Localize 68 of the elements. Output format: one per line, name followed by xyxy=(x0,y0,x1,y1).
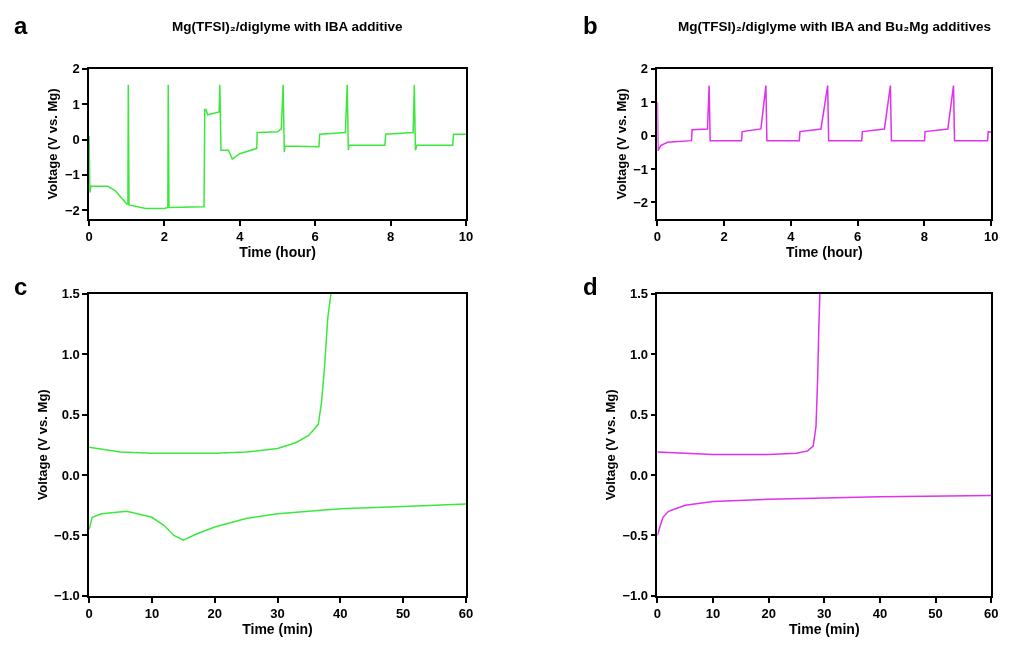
x-axis-title: Time (min) xyxy=(242,621,313,638)
x-tick-label: 20 xyxy=(761,606,776,622)
x-tick-label: 50 xyxy=(928,606,943,622)
y-tick-label: 2 xyxy=(72,61,80,77)
y-tick-label: 1.5 xyxy=(629,286,649,302)
x-axis-title: Time (hour) xyxy=(239,244,316,261)
y-tick-label: −0.5 xyxy=(622,527,649,543)
y-tick-label: 1 xyxy=(640,94,649,110)
line-series xyxy=(657,84,992,152)
y-axis-title: Voltage (V vs. Mg) xyxy=(602,389,618,501)
x-tick-label: 30 xyxy=(817,606,832,622)
x-tick-label: 50 xyxy=(395,606,411,622)
x-tick-label: 2 xyxy=(720,229,728,245)
x-axis-title: Time (hour) xyxy=(785,244,863,261)
x-tick-label: 30 xyxy=(270,606,285,622)
y-tick-label: 0.5 xyxy=(629,407,649,423)
y-tick-label: 0 xyxy=(640,128,649,144)
y-tick-label: −0.5 xyxy=(54,527,80,543)
line-series xyxy=(657,494,992,537)
y-tick-label: 0 xyxy=(72,132,80,148)
x-tick-label: 8 xyxy=(920,229,929,245)
y-tick-label: 2 xyxy=(640,61,649,77)
text: b xyxy=(583,12,598,39)
x-tick-label: 10 xyxy=(705,606,721,622)
y-tick-label: 0.0 xyxy=(61,467,80,483)
line-series xyxy=(657,293,821,456)
y-tick-label: −1 xyxy=(64,167,80,183)
x-tick-label: 6 xyxy=(854,229,862,245)
y-axis-title: Voltage (V vs. Mg) xyxy=(34,389,50,501)
x-tick-label: 10 xyxy=(144,606,160,622)
chart-title: Mg(TFSI)₂/diglyme with IBA and Bu₂Mg additives xyxy=(678,19,991,34)
x-tick-label: 6 xyxy=(311,229,319,245)
y-tick-label: 0.0 xyxy=(629,467,649,483)
x-axis-title: Time (min) xyxy=(789,621,860,638)
y-tick-label: 1 xyxy=(72,96,80,112)
x-tick-label: 0 xyxy=(85,606,93,622)
y-axis-title: Voltage (V vs. Mg) xyxy=(45,88,61,200)
x-tick-label: 4 xyxy=(236,229,245,245)
y-tick-label: 1.0 xyxy=(629,346,649,362)
x-tick-label: 40 xyxy=(333,606,348,622)
line-series xyxy=(89,84,466,210)
x-tick-label: 10 xyxy=(458,229,474,245)
x-tick-label: 20 xyxy=(207,606,222,622)
y-axis-title: Voltage (V vs. Mg) xyxy=(613,88,629,200)
x-tick-label: 4 xyxy=(787,229,796,245)
x-tick-label: 0 xyxy=(653,229,662,245)
y-tick-label: −1.0 xyxy=(54,588,80,604)
y-tick-label: −1.0 xyxy=(622,588,649,604)
x-tick-label: 60 xyxy=(458,606,474,622)
x-tick-label: 8 xyxy=(386,229,395,245)
y-tick-label: 1.0 xyxy=(61,346,80,362)
x-tick-label: 2 xyxy=(160,229,169,245)
y-tick-label: −1 xyxy=(633,161,649,177)
chart-title: Mg(TFSI)₂/diglyme with IBA additive xyxy=(172,19,403,34)
y-tick-label: 1.5 xyxy=(61,286,80,302)
x-tick-label: 0 xyxy=(85,229,93,245)
x-tick-label: 0 xyxy=(653,606,662,622)
y-tick-label: 0.5 xyxy=(61,407,80,423)
text: a xyxy=(14,12,28,39)
x-tick-label: 40 xyxy=(872,606,888,622)
x-tick-label: 10 xyxy=(983,229,999,245)
line-series xyxy=(89,293,332,455)
line-series xyxy=(89,503,466,542)
y-tick-label: −2 xyxy=(64,202,80,218)
y-tick-label: −2 xyxy=(633,194,649,210)
text: d xyxy=(583,273,598,300)
x-tick-label: 60 xyxy=(983,606,999,622)
text: c xyxy=(14,273,28,300)
